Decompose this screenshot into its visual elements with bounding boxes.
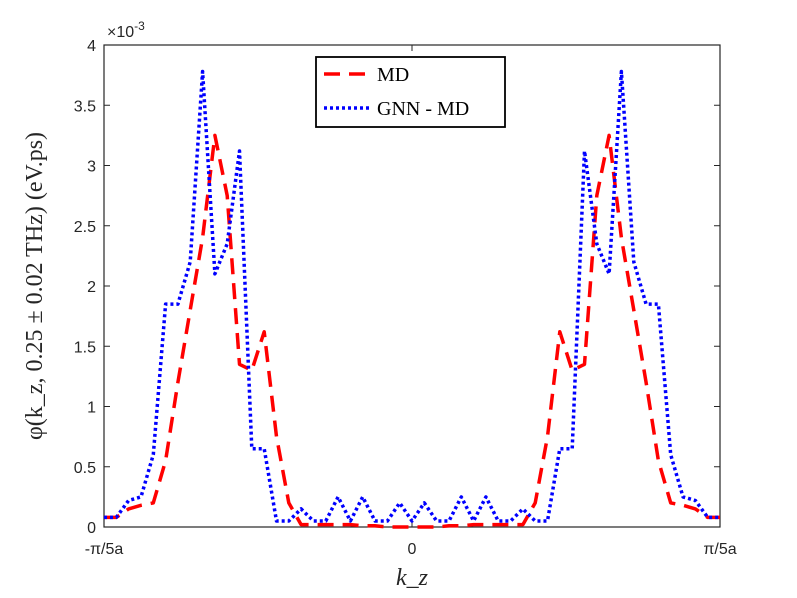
legend: MD GNN - MD: [315, 56, 506, 128]
legend-label-md: MD: [377, 64, 409, 86]
series-layer: [104, 69, 720, 529]
y-tick-label: 2: [87, 279, 96, 296]
x-tick-label: 0: [408, 541, 417, 558]
series-line-md: [104, 133, 720, 529]
y-tick-label: 3.5: [74, 98, 96, 115]
y-tick-label: 0.5: [74, 460, 96, 477]
x-tick-label: π/5a: [703, 541, 736, 558]
y-scale-exponent: -3: [134, 19, 145, 33]
legend-label-gnn-md: GNN - MD: [377, 98, 469, 120]
y-tick-label: 1: [87, 400, 96, 417]
series-line-gnn-md: [104, 69, 720, 523]
y-scale-base: ×10: [107, 24, 134, 41]
x-tick-label: -π/5a: [85, 541, 124, 558]
x-axis-label: k_z: [396, 565, 429, 591]
y-tick-label: 4: [87, 38, 96, 55]
legend-box: [315, 56, 506, 128]
y-tick-label: 2.5: [74, 219, 96, 236]
y-tick-label: 3: [87, 159, 96, 176]
ticks-layer: 0 0.5 1 1.5 2 2.5 3 3.5 4 -π/5a 0 π/5a: [74, 38, 737, 558]
y-tick-label: 0: [87, 520, 96, 537]
y-scale-label: ×10-3: [107, 19, 145, 41]
y-axis-label: φ(k_z, 0.25 ± 0.02 THz) (eV.ps): [22, 132, 48, 440]
y-tick-label: 1.5: [74, 339, 96, 356]
